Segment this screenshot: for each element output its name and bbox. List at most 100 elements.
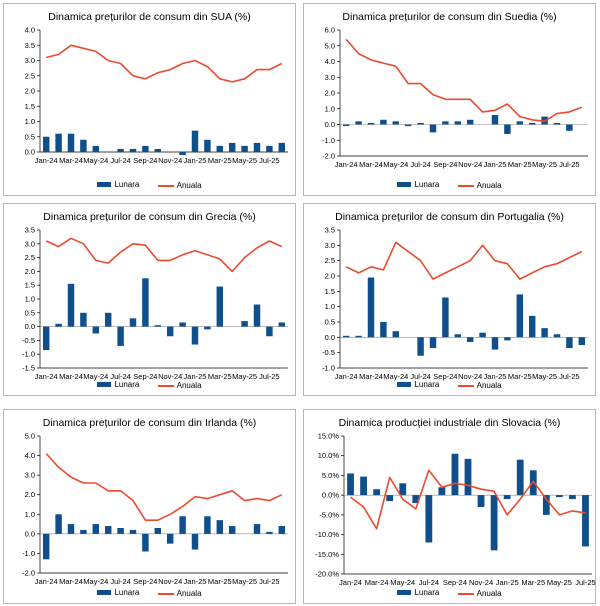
bar-mark xyxy=(241,145,248,152)
x-tick-label: Mar-25 xyxy=(208,577,232,586)
x-tick-label: May-24 xyxy=(83,577,108,586)
bar-mark xyxy=(479,332,486,338)
x-tick-label: Jan-25 xyxy=(184,372,207,381)
bar-mark xyxy=(451,453,459,496)
series-line-anuala xyxy=(345,38,583,123)
y-tick-label: 0.0 xyxy=(25,322,35,331)
chart-panel-sua: Dinamica prețurilor de consum din SUA (%… xyxy=(3,3,296,196)
y-tick-label: 3.5 xyxy=(25,226,35,235)
chart-title: Dinamica prețurilor de consum din Grecia… xyxy=(43,211,256,223)
bar-mark xyxy=(42,326,50,351)
y-tick-label: 1.0 xyxy=(25,295,35,304)
chart-title: Dinamica prețurilor de consum din SUA (%… xyxy=(48,11,251,23)
legend-line-swatch xyxy=(457,592,474,595)
bar-mark xyxy=(529,470,537,496)
chart-panel-slovacia: Dinamica producției industriale din Slov… xyxy=(303,409,596,604)
legend-item-monthly: Lunara xyxy=(97,180,139,189)
y-tick-label: 3.0 xyxy=(25,471,35,480)
x-tick-label: Jul-24 xyxy=(110,372,130,381)
bar-mark xyxy=(67,133,75,152)
bar-mark xyxy=(412,495,420,504)
chart-legend: Lunara Anuala xyxy=(304,179,595,190)
series-line-anuala xyxy=(350,469,586,530)
bar-mark xyxy=(129,529,137,534)
legend-label-annual: Anuala xyxy=(476,589,502,598)
bar-mark xyxy=(80,139,87,152)
y-tick-label: -1.0 xyxy=(22,350,35,359)
legend-item-monthly: Lunara xyxy=(397,588,439,597)
chart-plot: -1.5 -1.0 -0.5 0.0 0.5 1.0 1.5 2.0 2.5 3.0 3.5 Jan-… xyxy=(22,226,288,381)
legend-label-monthly: Lunara xyxy=(414,179,440,189)
bar-mark xyxy=(253,304,261,327)
bar-mark xyxy=(142,145,149,152)
chart-legend: Lunara Anuala xyxy=(4,380,295,390)
chart-title: Dinamica prețurilor de consum din Irland… xyxy=(42,417,257,429)
x-tick-label: Jul-25 xyxy=(259,156,279,165)
y-tick-label: 0.0 xyxy=(325,333,335,342)
legend-item-monthly: Lunara xyxy=(97,380,139,389)
bar-mark xyxy=(466,337,474,342)
bar-mark xyxy=(380,119,387,125)
x-tick-label: Sep-24 xyxy=(133,577,157,586)
x-tick-label: Jul-25 xyxy=(559,372,579,381)
bar-mark xyxy=(347,473,354,496)
bar-mark xyxy=(191,130,199,152)
x-tick-label: Mar-25 xyxy=(521,578,545,587)
bar-mark xyxy=(117,148,124,152)
bar-mark xyxy=(464,458,472,496)
bar-mark xyxy=(92,145,100,152)
x-tick-label: Nov-24 xyxy=(158,372,182,381)
legend-label-monthly: Lunara xyxy=(114,587,140,597)
x-tick-label: Mar-24 xyxy=(59,372,83,381)
bar-mark xyxy=(442,121,449,125)
y-tick-label: 1.5 xyxy=(325,287,335,296)
bar-mark xyxy=(278,322,286,327)
chart-legend: Lunara Anuala xyxy=(4,587,295,598)
bar-mark xyxy=(278,142,286,152)
legend-bar-swatch xyxy=(97,381,112,387)
chart-legend: Lunara Anuala xyxy=(304,588,595,598)
chart-panel-portugalia: Dinamica prețurilor de consum din Portug… xyxy=(303,203,596,396)
x-tick-label: May-25 xyxy=(232,577,257,586)
y-tick-label: 3.5 xyxy=(325,226,335,235)
bar-mark xyxy=(129,148,137,152)
y-tick-label: 3.0 xyxy=(325,241,335,250)
x-tick-label: Mar-24 xyxy=(359,160,383,169)
y-tick-label: 0.5 xyxy=(325,318,335,327)
bar-mark xyxy=(566,124,573,131)
x-tick-label: Mar-25 xyxy=(508,372,532,381)
y-tick-label: 5.0% xyxy=(322,471,339,480)
x-tick-label: Sep-24 xyxy=(133,372,157,381)
bar-mark xyxy=(278,526,286,534)
bar-mark xyxy=(503,495,511,500)
x-tick-label: Jan-25 xyxy=(484,160,507,169)
legend-line-swatch xyxy=(457,384,474,387)
x-tick-label: Mar-25 xyxy=(208,372,232,381)
bar-mark xyxy=(80,529,87,534)
x-tick-label: May-24 xyxy=(383,372,408,381)
legend-label-annual: Anuala xyxy=(176,381,202,390)
bar-mark xyxy=(104,526,112,534)
bar-mark xyxy=(253,524,261,534)
y-tick-label: 6.0 xyxy=(325,26,335,35)
x-tick-label: May-24 xyxy=(83,156,108,165)
x-tick-label: May-25 xyxy=(232,372,257,381)
bar-mark xyxy=(380,322,387,338)
bar-mark xyxy=(154,527,162,534)
bar-mark xyxy=(454,121,462,125)
bar-mark xyxy=(582,495,589,547)
bar-mark xyxy=(142,278,149,327)
bar-mark xyxy=(179,322,186,327)
bar-mark xyxy=(491,337,499,350)
y-tick-label: 0.0 xyxy=(325,120,335,129)
bar-mark xyxy=(216,145,224,152)
legend-line-swatch xyxy=(457,184,474,187)
bar-mark xyxy=(216,286,224,327)
legend-item-annual: Anuala xyxy=(457,381,502,390)
legend-bar-swatch xyxy=(397,589,412,595)
bar-mark xyxy=(241,321,248,327)
y-tick-label: 3.0 xyxy=(25,56,35,65)
y-tick-label: 0.5 xyxy=(25,132,35,141)
x-tick-label: Jul-25 xyxy=(259,577,279,586)
bar-mark xyxy=(442,297,449,338)
